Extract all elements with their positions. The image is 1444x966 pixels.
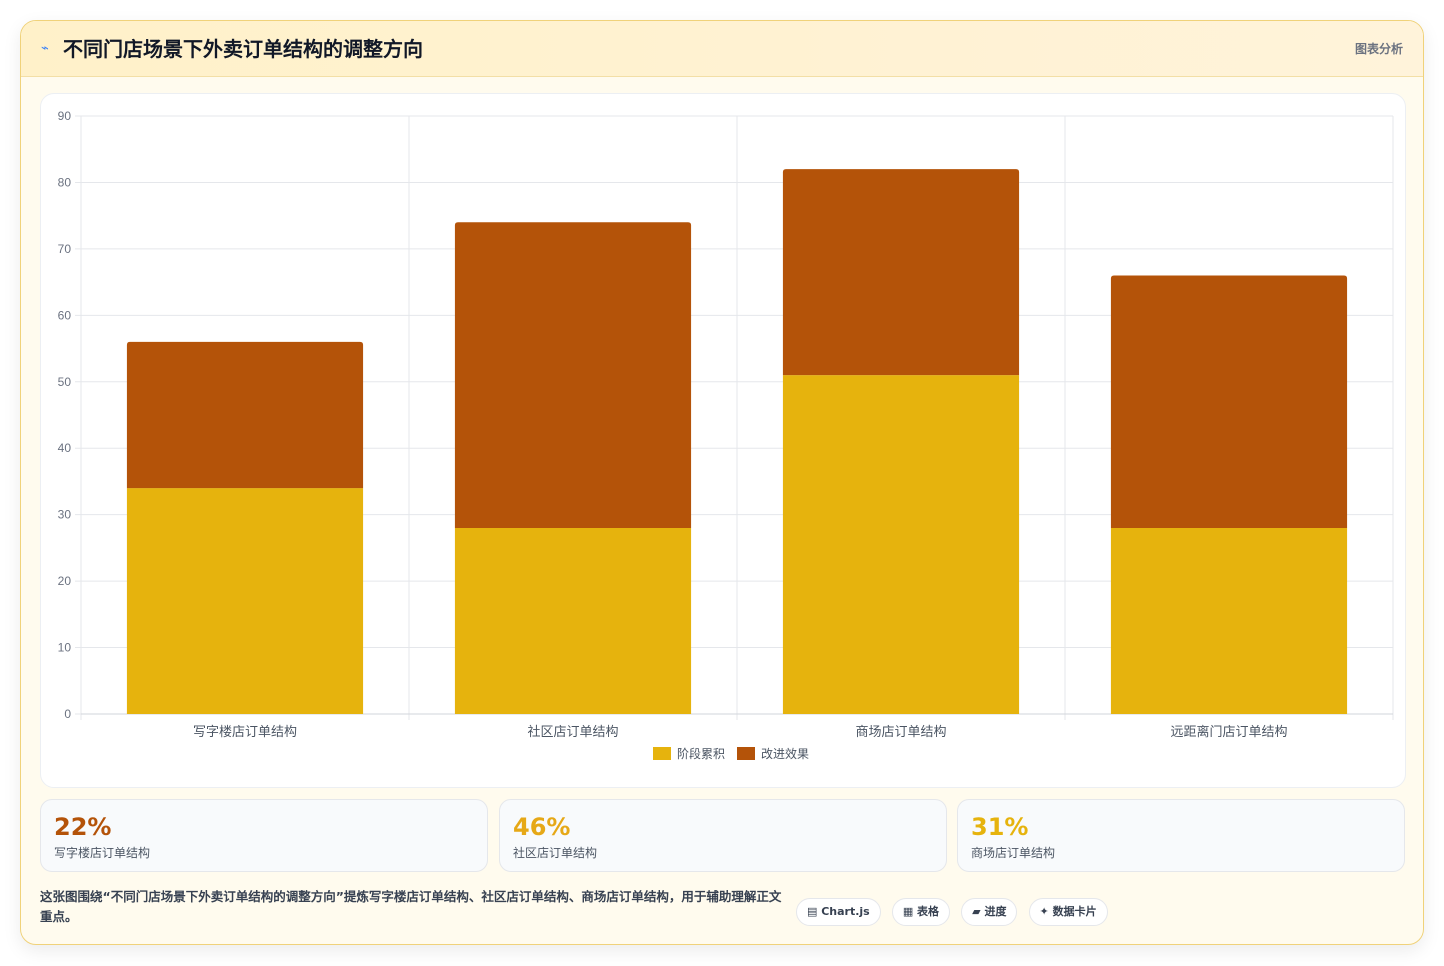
bar-segment — [782, 375, 1020, 714]
y-tick-label: 90 — [58, 109, 72, 123]
y-tick-label: 60 — [58, 308, 72, 322]
stat-value: 31% — [971, 813, 1029, 841]
header-tag: 图表分析 — [1354, 42, 1403, 56]
chart-line-icon: ⌁ — [41, 41, 49, 56]
y-tick-label: 80 — [58, 175, 72, 189]
legend-swatch — [653, 747, 671, 760]
page-title: 不同门店场景下外卖订单结构的调整方向 — [63, 37, 423, 61]
x-tick-label: 社区店订单结构 — [527, 724, 618, 740]
x-tick-label: 远距离门店订单结构 — [1170, 724, 1287, 740]
stat-value: 46% — [513, 813, 571, 841]
bar-segment — [454, 527, 692, 714]
y-tick-label: 40 — [58, 441, 72, 455]
x-tick-label: 写字楼店订单结构 — [193, 725, 297, 740]
bar-segment — [782, 169, 1020, 376]
chart-description: 这张图围绕“不同门店场景下外卖订单结构的调整方向”提炼写字楼店订单结构、社区店订… — [40, 889, 782, 924]
stat-label: 写字楼店订单结构 — [54, 846, 151, 860]
chip-data-card[interactable]: ✦ 数据卡片 — [1028, 898, 1108, 926]
stat-card: 46% 社区店订单结构 — [499, 799, 947, 872]
chart-card: ⌁ 不同门店场景下外卖订单结构的调整方向 图表分析 0 10 20 30 40 50 60 7… — [20, 20, 1424, 945]
bar-segment — [1110, 275, 1348, 528]
chip-table[interactable]: ▦ 表格 — [891, 898, 951, 926]
chart-panel: 0 10 20 30 40 50 60 70 80 90 写字楼店订单结构 社区店订单结构 商场店订单结… — [40, 93, 1406, 788]
stat-label: 商场店订单结构 — [971, 846, 1056, 860]
bar-segment — [1110, 527, 1348, 714]
legend-swatch — [737, 747, 755, 760]
bar-segment — [126, 341, 364, 489]
chip-row: ▤ Chart.js ▦ 表格 ▰ 进度 ✦ 数据卡片 — [796, 898, 1114, 926]
y-tick-label: 20 — [58, 574, 72, 588]
stat-card: 31% 商场店订单结构 — [957, 799, 1405, 872]
card-header: ⌁ 不同门店场景下外卖订单结构的调整方向 图表分析 — [21, 21, 1423, 77]
y-tick-label: 70 — [58, 242, 72, 256]
bar-segment — [454, 222, 692, 528]
chip-chartjs[interactable]: ▤ Chart.js — [796, 898, 881, 926]
stacked-bar-chart: 0 10 20 30 40 50 60 70 80 90 写字楼店订单结构 社区店订单结构 商场店订单结… — [58, 109, 1394, 761]
y-tick-label: 50 — [58, 375, 72, 389]
stat-label: 社区店订单结构 — [513, 846, 598, 860]
x-tick-label: 商场店订单结构 — [855, 725, 946, 740]
legend-label: 阶段累积 — [677, 746, 725, 761]
bar-segment — [126, 488, 364, 714]
chip-progress[interactable]: ▰ 进度 — [961, 898, 1018, 926]
y-tick-label: 0 — [64, 707, 71, 721]
y-tick-label: 10 — [58, 641, 72, 655]
y-tick-label: 30 — [58, 508, 72, 522]
stat-card: 22% 写字楼店订单结构 — [40, 799, 488, 872]
legend-label: 改进效果 — [761, 746, 809, 761]
stat-value: 22% — [54, 813, 112, 841]
